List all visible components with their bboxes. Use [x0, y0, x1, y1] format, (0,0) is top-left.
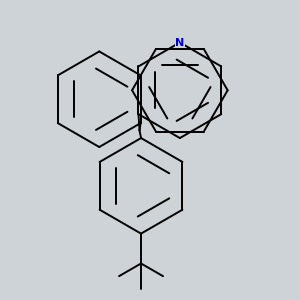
Text: N: N [175, 38, 184, 47]
